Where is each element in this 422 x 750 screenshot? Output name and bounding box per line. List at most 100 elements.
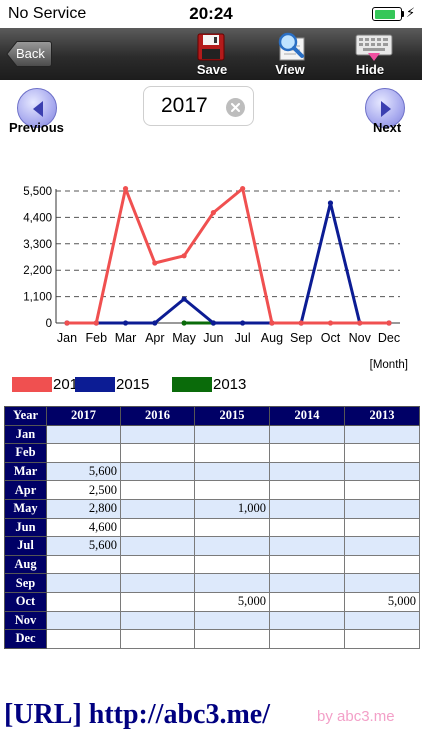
table-cell[interactable] xyxy=(344,461,420,482)
table-cell[interactable] xyxy=(269,424,345,445)
table-cell[interactable] xyxy=(120,629,195,649)
row-header: Nov xyxy=(4,610,47,631)
x-tick-label: May xyxy=(172,331,196,345)
table-cell[interactable] xyxy=(194,536,270,556)
table-cell[interactable] xyxy=(120,554,195,575)
table-cell[interactable]: 2,800 xyxy=(46,498,121,519)
table-cell[interactable] xyxy=(120,498,195,519)
table-cell[interactable] xyxy=(344,629,420,649)
table-cell[interactable]: 5,000 xyxy=(194,591,270,612)
status-bar: No Service 20:24 ⚡︎ xyxy=(0,0,422,28)
next-label: Next xyxy=(373,120,402,135)
right-arrow-icon xyxy=(365,88,405,128)
table-cell[interactable] xyxy=(344,424,420,445)
table-cell[interactable] xyxy=(46,591,121,612)
x-tick-label: Jul xyxy=(235,331,251,345)
chart-canvas: 0 1,100 2,200 3,300 4,400 5,500 Jan Feb Mar Apr Ma… xyxy=(23,186,408,371)
x-tick-label: Nov xyxy=(349,331,372,345)
data-point-2015 xyxy=(181,296,187,302)
table-cell[interactable] xyxy=(120,536,195,556)
legend-label: 2013 xyxy=(213,376,247,393)
data-point-2017 xyxy=(93,320,99,326)
table-cell[interactable] xyxy=(194,554,270,575)
table-cell[interactable] xyxy=(194,480,270,500)
footer-url-link[interactable]: [URL] http://abc3.me/ xyxy=(4,699,270,730)
table-cell[interactable] xyxy=(46,573,121,593)
table-cell[interactable]: 1,000 xyxy=(194,498,270,519)
table-cell[interactable] xyxy=(120,461,195,482)
table-cell[interactable]: 2,500 xyxy=(46,480,121,500)
table-row: Sep xyxy=(4,573,420,593)
table-row: Aug xyxy=(4,554,420,575)
table-cell[interactable] xyxy=(194,461,270,482)
back-arrow-shape xyxy=(6,41,52,67)
table-cell[interactable] xyxy=(344,480,420,500)
next-year-button[interactable]: Next xyxy=(364,88,422,136)
table-cell[interactable] xyxy=(344,517,420,538)
row-header: Dec xyxy=(4,629,47,649)
table-row: May 2,800 1,000 xyxy=(4,498,420,519)
table-cell[interactable] xyxy=(269,498,345,519)
table-cell[interactable] xyxy=(269,591,345,612)
save-button[interactable]: Save xyxy=(180,28,244,80)
battery-tip xyxy=(402,11,404,17)
x-tick-label: Feb xyxy=(85,331,107,345)
table-cell[interactable] xyxy=(194,610,270,631)
table-cell[interactable] xyxy=(120,573,195,593)
year-input[interactable]: 2017 xyxy=(143,86,254,126)
data-point-2015 xyxy=(210,320,216,326)
table-cell[interactable] xyxy=(344,573,420,593)
table-cell[interactable] xyxy=(120,480,195,500)
table-cell[interactable] xyxy=(344,610,420,631)
table-cell[interactable] xyxy=(269,480,345,500)
table-cell[interactable]: 5,600 xyxy=(46,536,121,556)
series-line-2017 xyxy=(67,187,389,325)
table-cell[interactable] xyxy=(269,554,345,575)
table-cell[interactable] xyxy=(46,443,121,463)
row-header: Jan xyxy=(4,424,47,445)
table-cell[interactable] xyxy=(344,443,420,463)
table-cell[interactable] xyxy=(269,573,345,593)
data-point-2015 xyxy=(327,200,334,206)
back-button[interactable]: Back xyxy=(6,40,52,68)
table-cell[interactable] xyxy=(269,443,345,463)
table-cell[interactable] xyxy=(194,517,270,538)
row-header: Jun xyxy=(4,517,47,538)
table-cell[interactable] xyxy=(120,591,195,612)
table-row: Nov xyxy=(4,610,420,631)
table-cell[interactable] xyxy=(46,424,121,445)
table-cell[interactable] xyxy=(194,629,270,649)
clear-icon[interactable] xyxy=(226,98,245,117)
table-cell[interactable] xyxy=(194,424,270,445)
table-cell[interactable] xyxy=(120,443,195,463)
x-tick-label: Oct xyxy=(321,331,341,345)
legend-swatch xyxy=(12,377,52,392)
table-cell[interactable] xyxy=(344,498,420,519)
table-cell[interactable] xyxy=(46,554,121,575)
hide-keyboard-button[interactable]: Hide xyxy=(338,28,402,80)
sales-line-chart: 0 1,100 2,200 3,300 4,400 5,500 Jan Feb Mar Apr Ma… xyxy=(0,170,422,380)
previous-year-button[interactable]: Previous xyxy=(9,88,69,136)
table-cell[interactable] xyxy=(269,461,345,482)
table-cell[interactable] xyxy=(269,536,345,556)
table-cell[interactable] xyxy=(120,424,195,445)
data-point-2015 xyxy=(152,320,158,326)
data-point-2017 xyxy=(240,186,246,192)
table-cell[interactable]: 5,600 xyxy=(46,461,121,482)
table-cell[interactable] xyxy=(120,517,195,538)
table-cell[interactable] xyxy=(269,610,345,631)
view-button[interactable]: View xyxy=(258,28,322,80)
table-row: Oct 5,000 5,000 xyxy=(4,591,420,612)
data-point-2017 xyxy=(269,320,275,326)
table-cell[interactable] xyxy=(344,536,420,556)
table-cell[interactable]: 5,000 xyxy=(344,591,420,612)
table-cell[interactable] xyxy=(344,554,420,575)
table-cell[interactable] xyxy=(46,610,121,631)
table-cell[interactable] xyxy=(269,517,345,538)
table-cell[interactable] xyxy=(194,443,270,463)
table-cell[interactable] xyxy=(46,629,121,649)
table-cell[interactable] xyxy=(194,573,270,593)
table-cell[interactable] xyxy=(120,610,195,631)
table-cell[interactable] xyxy=(269,629,345,649)
table-cell[interactable]: 4,600 xyxy=(46,517,121,538)
